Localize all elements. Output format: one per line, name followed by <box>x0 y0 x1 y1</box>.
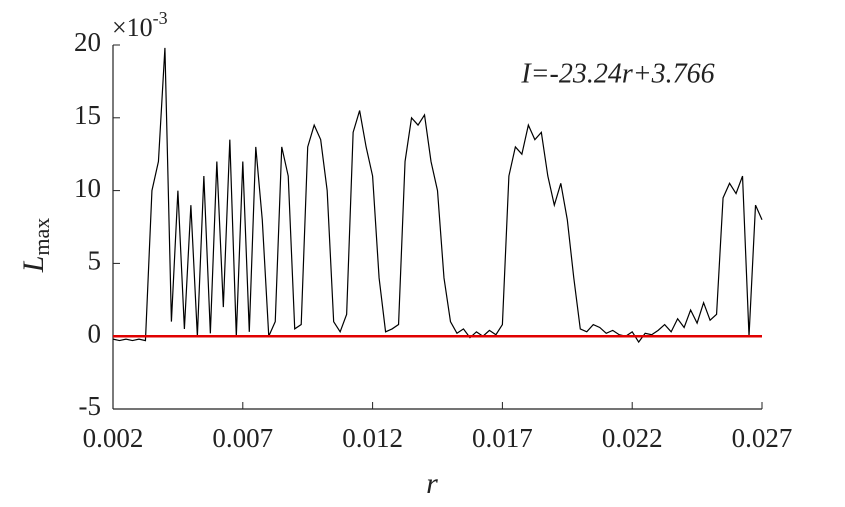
y-axis-label: Lmax <box>17 218 54 274</box>
x-tick-label: 0.022 <box>602 423 663 453</box>
y-axis-label-sub: max <box>29 218 54 256</box>
data-line <box>112 47 763 344</box>
y-tick-label: 5 <box>88 246 102 276</box>
y-multiplier: ×10-3 <box>112 8 168 42</box>
x-tick-label: 0.012 <box>342 423 403 453</box>
y-tick-label: -5 <box>79 391 102 421</box>
y-multiplier-base: ×10 <box>112 13 153 42</box>
y-tick-label: 10 <box>74 173 101 203</box>
x-tick-label: 0.002 <box>83 423 144 453</box>
y-axis-label-main: L <box>17 256 50 274</box>
y-tick-label: 15 <box>74 100 101 130</box>
y-tick-label: 20 <box>74 27 101 57</box>
y-tick-label: 0 <box>88 318 102 348</box>
x-tick-label: 0.007 <box>212 423 273 453</box>
x-tick-label: 0.027 <box>732 423 793 453</box>
x-tick-label: 0.017 <box>472 423 533 453</box>
x-axis-label: r <box>426 467 438 500</box>
annotation: I=-23.24r+3.766 <box>520 58 714 89</box>
y-multiplier-power: -3 <box>153 8 168 28</box>
